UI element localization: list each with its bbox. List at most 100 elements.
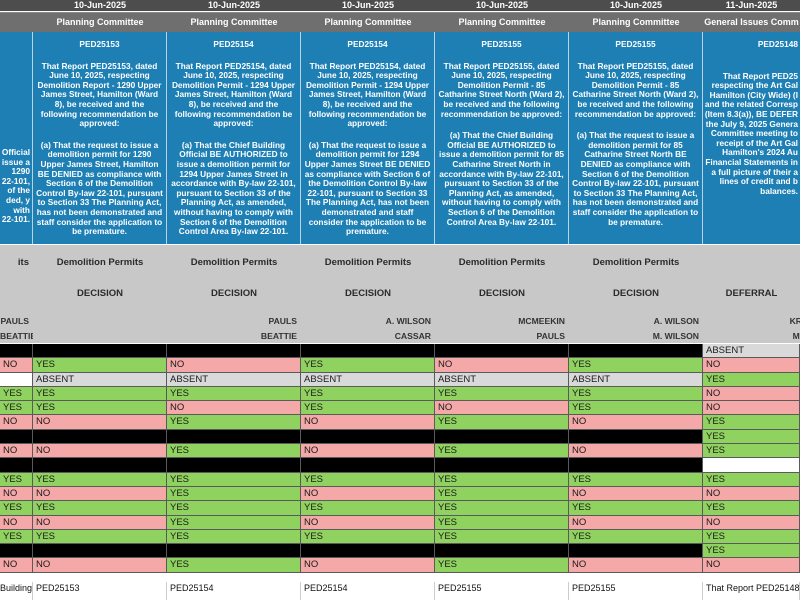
seconder-name[interactable]: BEATTIE [260,331,297,341]
seconder-name[interactable]: M. WILSON [652,331,699,341]
vote-cell[interactable]: YES [33,401,167,416]
vote-cell[interactable]: NO [301,415,435,430]
vote-cell[interactable]: YES [703,529,800,545]
vote-cell[interactable]: NO [301,558,435,573]
vote-cell[interactable] [703,458,800,473]
mover-name[interactable]: PAULS [268,316,298,326]
meeting-date-cell[interactable]: 10-Jun-2025 [33,0,167,11]
vote-cell[interactable]: YES [435,501,569,516]
vote-cell[interactable]: YES [0,472,33,487]
meeting-date-cell[interactable]: 11-Jun-2025 [703,0,800,11]
vote-cell[interactable]: NO [33,515,167,530]
vote-cell[interactable]: YES [301,529,435,545]
vote-cell[interactable]: NO [33,444,167,459]
vote-cell[interactable] [435,344,569,359]
vote-cell[interactable]: NO [703,401,800,416]
vote-cell[interactable]: YES [33,472,167,487]
vote-cell[interactable] [167,458,301,473]
vote-cell[interactable]: YES [301,472,435,487]
vote-cell[interactable]: NO [301,444,435,459]
vote-cell[interactable]: YES [33,386,167,402]
vote-cell[interactable]: NO [569,415,703,430]
seconder-name[interactable]: PAULS [536,331,566,341]
vote-cell[interactable]: NO [569,486,703,502]
vote-cell[interactable]: YES [0,501,33,516]
meeting-date-cell[interactable]: 10-Jun-2025 [569,0,703,11]
vote-cell[interactable] [33,429,167,445]
footer-reference-cell[interactable]: Building C [0,582,33,600]
vote-cell[interactable]: NO [33,558,167,573]
vote-cell[interactable]: NO [0,486,33,502]
vote-cell[interactable]: YES [435,558,569,573]
vote-cell[interactable]: YES [0,386,33,402]
vote-cell[interactable]: NO [703,386,800,402]
vote-cell[interactable]: YES [569,358,703,373]
vote-cell[interactable]: YES [167,472,301,487]
vote-cell[interactable]: YES [569,401,703,416]
decision-type[interactable]: DECISION [345,288,391,299]
motion-topic[interactable]: Demolition Permits [458,257,546,268]
footer-reference-cell[interactable]: PED25155 [435,582,569,600]
vote-cell[interactable]: YES [167,386,301,402]
vote-cell[interactable]: YES [569,472,703,487]
vote-cell[interactable]: YES [435,529,569,545]
motion-column[interactable]: Official issue a 1290 22-101, of the ded… [0,0,33,600]
motion-description-cell[interactable]: PED25155 That Report PED25155, dated June… [435,32,569,244]
vote-cell[interactable]: NO [167,358,301,373]
footer-reference-cell[interactable]: That Report PED25148, re [703,582,800,600]
decision-type[interactable]: DECISION [479,288,525,299]
decision-type[interactable]: DECISION [77,288,123,299]
vote-cell[interactable]: YES [167,515,301,530]
committee-name-cell[interactable]: Planning Committee [435,12,569,32]
vote-cell[interactable] [0,372,33,387]
vote-cell[interactable]: YES [33,529,167,545]
vote-cell[interactable]: NO [569,558,703,573]
vote-cell[interactable] [301,344,435,359]
seconder-name[interactable]: BEATTIE [0,331,33,341]
vote-cell[interactable] [435,429,569,445]
meeting-date-cell[interactable]: 10-Jun-2025 [435,0,569,11]
vote-cell[interactable]: YES [569,529,703,545]
vote-cell[interactable]: YES [569,501,703,516]
vote-cell[interactable]: ABSENT [167,372,301,387]
vote-cell[interactable]: YES [435,444,569,459]
motion-topic[interactable]: its [17,257,29,268]
motion-topic[interactable]: Demolition Permits [592,257,680,268]
vote-cell[interactable]: ABSENT [33,372,167,387]
meeting-date-cell[interactable]: 10-Jun-2025 [167,0,301,11]
vote-cell[interactable]: YES [703,472,800,487]
vote-cell[interactable] [0,544,33,559]
vote-cell[interactable]: NO [0,415,33,430]
vote-cell[interactable]: YES [301,401,435,416]
motion-column[interactable]: 10-Jun-2025 Planning Committee PED25154 Tha… [167,0,301,600]
vote-cell[interactable] [33,544,167,559]
vote-cell[interactable]: YES [167,501,301,516]
vote-cell[interactable]: YES [33,358,167,373]
vote-cell[interactable]: YES [0,529,33,545]
vote-cell[interactable] [167,544,301,559]
motion-description-cell[interactable]: PED25153 That Report PED25153, dated June… [33,32,167,244]
decision-type[interactable]: DECISION [211,288,257,299]
vote-cell[interactable]: YES [703,544,800,559]
vote-cell[interactable]: YES [435,386,569,402]
motion-description-cell[interactable]: PED25154 That Report PED25154, dated June… [167,32,301,244]
vote-cell[interactable]: YES [167,558,301,573]
vote-cell[interactable] [167,344,301,359]
vote-cell[interactable] [569,544,703,559]
vote-cell[interactable]: YES [435,486,569,502]
motion-column[interactable]: 11-Jun-2025 General Issues Comm PED25148 Th… [703,0,800,600]
vote-cell[interactable] [301,458,435,473]
committee-name-cell[interactable]: General Issues Comm [703,12,800,32]
vote-cell[interactable] [167,429,301,445]
committee-name-cell[interactable]: Planning Committee [301,12,435,32]
vote-cell[interactable]: YES [435,415,569,430]
mover-name[interactable]: KR [789,316,800,326]
motion-column[interactable]: 10-Jun-2025 Planning Committee PED25155 Tha… [435,0,569,600]
vote-cell[interactable]: NO [33,415,167,430]
vote-cell[interactable]: NO [167,401,301,416]
vote-cell[interactable] [0,429,33,445]
vote-cell[interactable]: YES [703,372,800,387]
vote-cell[interactable]: NO [301,515,435,530]
motion-topic[interactable]: Demolition Permits [190,257,278,268]
mover-name[interactable]: MCMEEKIN [518,316,565,326]
